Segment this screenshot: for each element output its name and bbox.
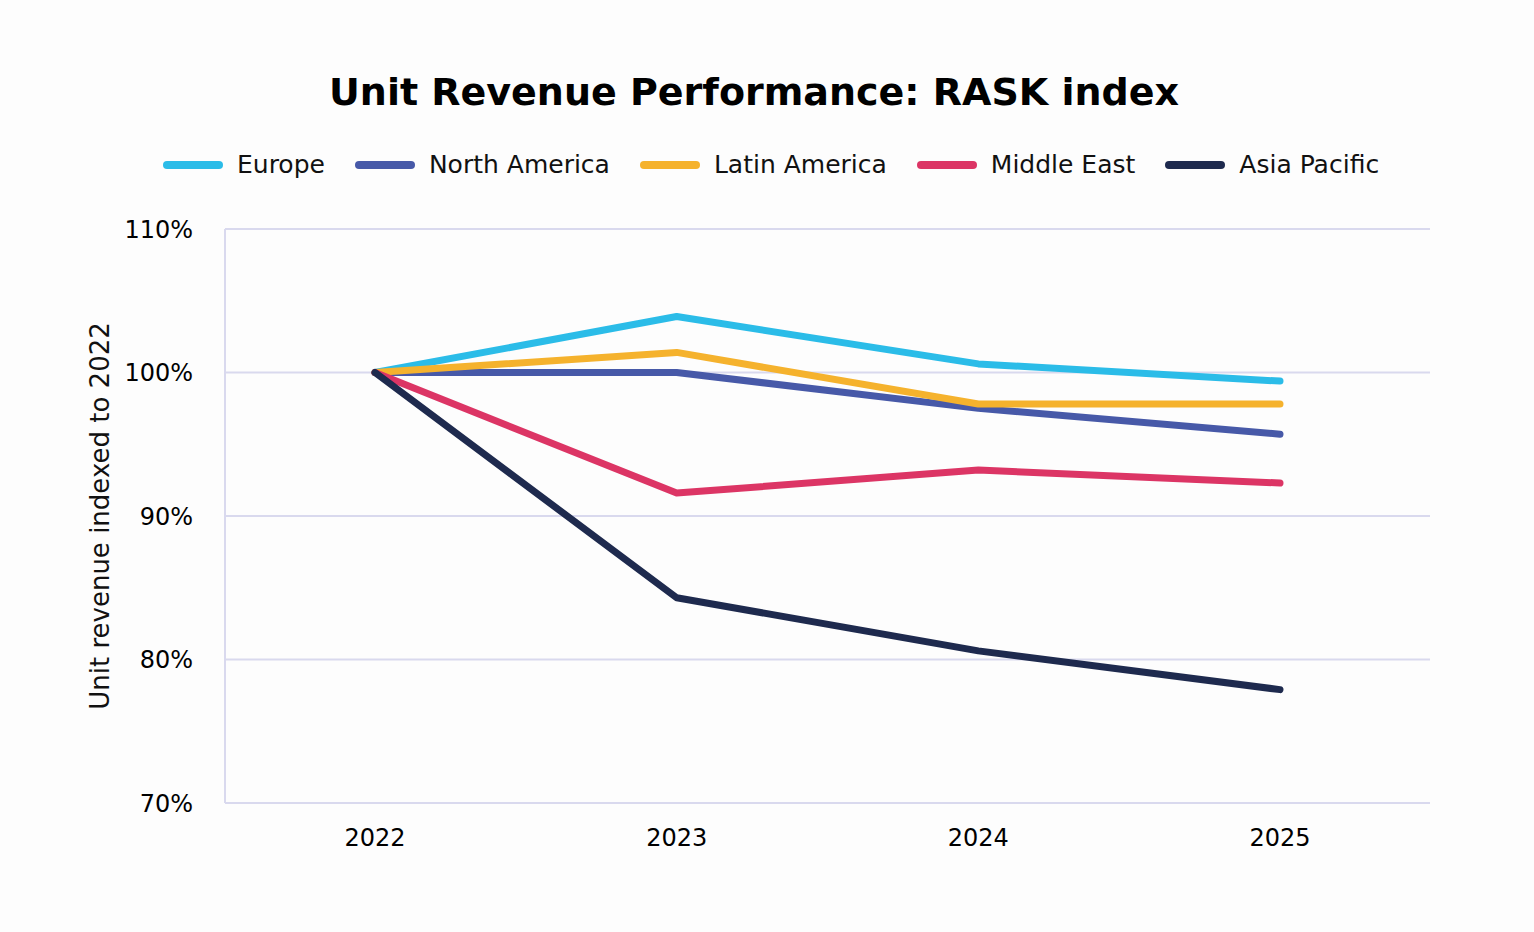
html-text:Unit Revenue Performance: RASK: Unit Revenue Performance: RASK index xyxy=(329,70,1179,114)
html-text:Unit revenue indexed to 2022: Unit revenue indexed to 2022 xyxy=(85,322,115,710)
svg-text:2023: 2023 xyxy=(646,824,707,852)
svg-text:90%: 90% xyxy=(140,503,193,531)
svg-text:110%: 110% xyxy=(124,216,193,244)
html-text:Europe: Europe xyxy=(237,150,325,179)
html-text:North America: North America xyxy=(428,150,610,179)
html-text:Middle East: Middle East xyxy=(990,150,1136,179)
svg-text:2024: 2024 xyxy=(948,824,1009,852)
svg-text:100%: 100% xyxy=(124,359,193,387)
html-text:Asia Pacific: Asia Pacific xyxy=(1239,150,1380,179)
svg-text:2022: 2022 xyxy=(344,824,405,852)
html-text:Latin America: Latin America xyxy=(713,150,887,179)
svg-text:80%: 80% xyxy=(140,646,193,674)
svg-text:2025: 2025 xyxy=(1249,824,1310,852)
svg-text:70%: 70% xyxy=(140,790,193,818)
